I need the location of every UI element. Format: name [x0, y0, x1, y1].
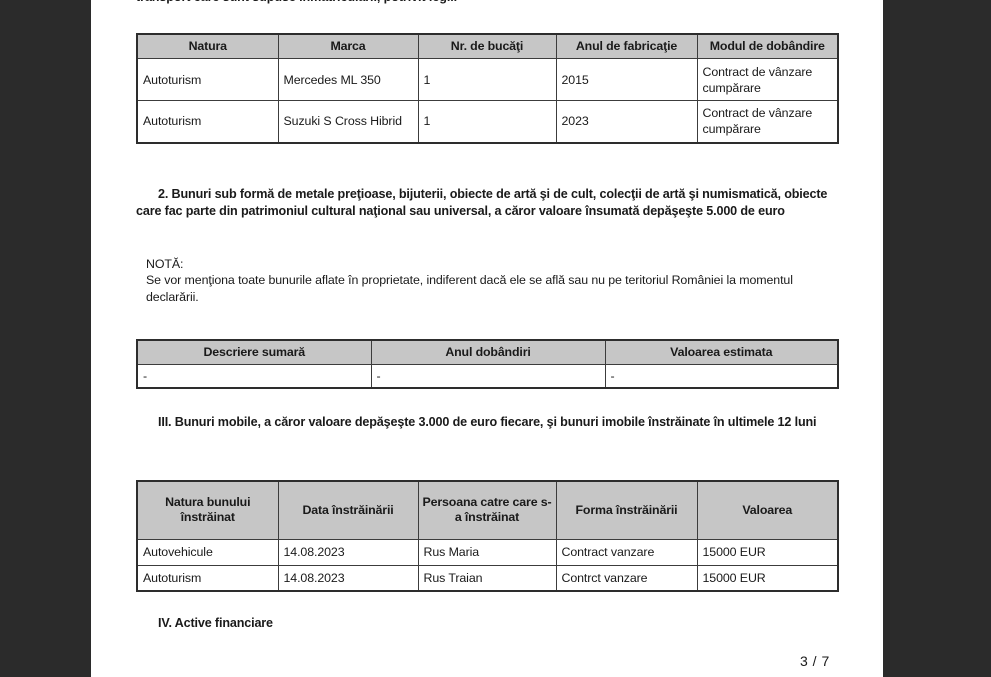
section-3-heading: III. Bunuri mobile, a căror valoare depă… — [158, 415, 817, 429]
table-row: - - - — [136, 364, 839, 389]
column-header-anul-dobandirii: Anul dobândiri — [370, 339, 606, 365]
table-header-row: Natura bunului înstrăinat Data înstrăină… — [136, 480, 839, 540]
cell-natura-bunului: Autovehicule — [136, 538, 279, 566]
document-page: transport care sunt supuse înmatriculări… — [91, 0, 883, 677]
table-alienated: Natura bunului înstrăinat Data înstrăină… — [136, 480, 839, 592]
table-vehicles: Natura Marca Nr. de bucăţi Anul de fabri… — [136, 33, 839, 144]
cell-nr-bucati: 1 — [417, 58, 557, 101]
column-header-persoana: Persoana catre care s-a înstrăinat — [417, 480, 557, 540]
column-header-an-fabricatie: Anul de fabricaţie — [555, 33, 698, 59]
table-row: Autoturism Suzuki S Cross Hibrid 1 2023 … — [136, 100, 839, 143]
cell-data-instrainarii: 14.08.2023 — [277, 538, 419, 566]
column-header-valoarea: Valoarea — [696, 480, 839, 540]
cell-valoarea: 15000 EUR — [696, 564, 839, 592]
cell-descriere-sumara: - — [136, 364, 372, 389]
cell-nr-bucati: 1 — [417, 100, 557, 143]
cell-natura: Autoturism — [136, 58, 279, 101]
section-4-heading: IV. Active financiare — [158, 616, 273, 630]
column-header-natura-bunului: Natura bunului înstrăinat — [136, 480, 279, 540]
cell-mod-dobandire: Contract de vânzare cumpărare — [696, 58, 839, 101]
table-row: Autoturism Mercedes ML 350 1 2015 Contra… — [136, 58, 839, 101]
cell-an-fabricatie: 2023 — [555, 100, 698, 143]
column-header-nr-bucati: Nr. de bucăţi — [417, 33, 557, 59]
column-header-valoarea-estimata: Valoarea estimata — [604, 339, 839, 365]
cell-valoarea: 15000 EUR — [696, 538, 839, 566]
cell-marca: Mercedes ML 350 — [277, 58, 419, 101]
table-row: Autoturism 14.08.2023 Rus Traian Contrct… — [136, 564, 839, 592]
cut-off-heading-line: transport care sunt supuse înmatriculări… — [136, 0, 836, 4]
cell-anul-dobandirii: - — [370, 364, 606, 389]
page-indicator: 3 / 7 — [800, 653, 830, 669]
table-row: Autovehicule 14.08.2023 Rus Maria Contra… — [136, 538, 839, 566]
cell-mod-dobandire: Contract de vânzare cumpărare — [696, 100, 839, 143]
column-header-data-instrainarii: Data înstrăinării — [277, 480, 419, 540]
cell-valoarea-estimata: - — [604, 364, 839, 389]
cell-forma-instrainarii: Contract vanzare — [555, 538, 698, 566]
note-text: Se vor menţiona toate bunurile aflate în… — [146, 273, 793, 304]
cell-an-fabricatie: 2015 — [555, 58, 698, 101]
cell-natura-bunului: Autoturism — [136, 564, 279, 592]
cell-natura: Autoturism — [136, 100, 279, 143]
column-header-descriere-sumara: Descriere sumară — [136, 339, 372, 365]
table-valuables: Descriere sumară Anul dobândiri Valoarea… — [136, 339, 839, 389]
table-header-row: Natura Marca Nr. de bucăţi Anul de fabri… — [136, 33, 839, 59]
column-header-forma-instrainarii: Forma înstrăinării — [555, 480, 698, 540]
column-header-natura: Natura — [136, 33, 279, 59]
cell-data-instrainarii: 14.08.2023 — [277, 564, 419, 592]
cell-forma-instrainarii: Contrct vanzare — [555, 564, 698, 592]
cell-marca: Suzuki S Cross Hibrid — [277, 100, 419, 143]
cell-persoana: Rus Maria — [417, 538, 557, 566]
section-2-heading: 2. Bunuri sub formă de metale preţioase,… — [136, 187, 828, 218]
column-header-marca: Marca — [277, 33, 419, 59]
cell-persoana: Rus Traian — [417, 564, 557, 592]
column-header-mod-dobandire: Modul de dobândire — [696, 33, 839, 59]
note-label: NOTĂ: — [146, 257, 184, 271]
table-header-row: Descriere sumară Anul dobândiri Valoarea… — [136, 339, 839, 365]
